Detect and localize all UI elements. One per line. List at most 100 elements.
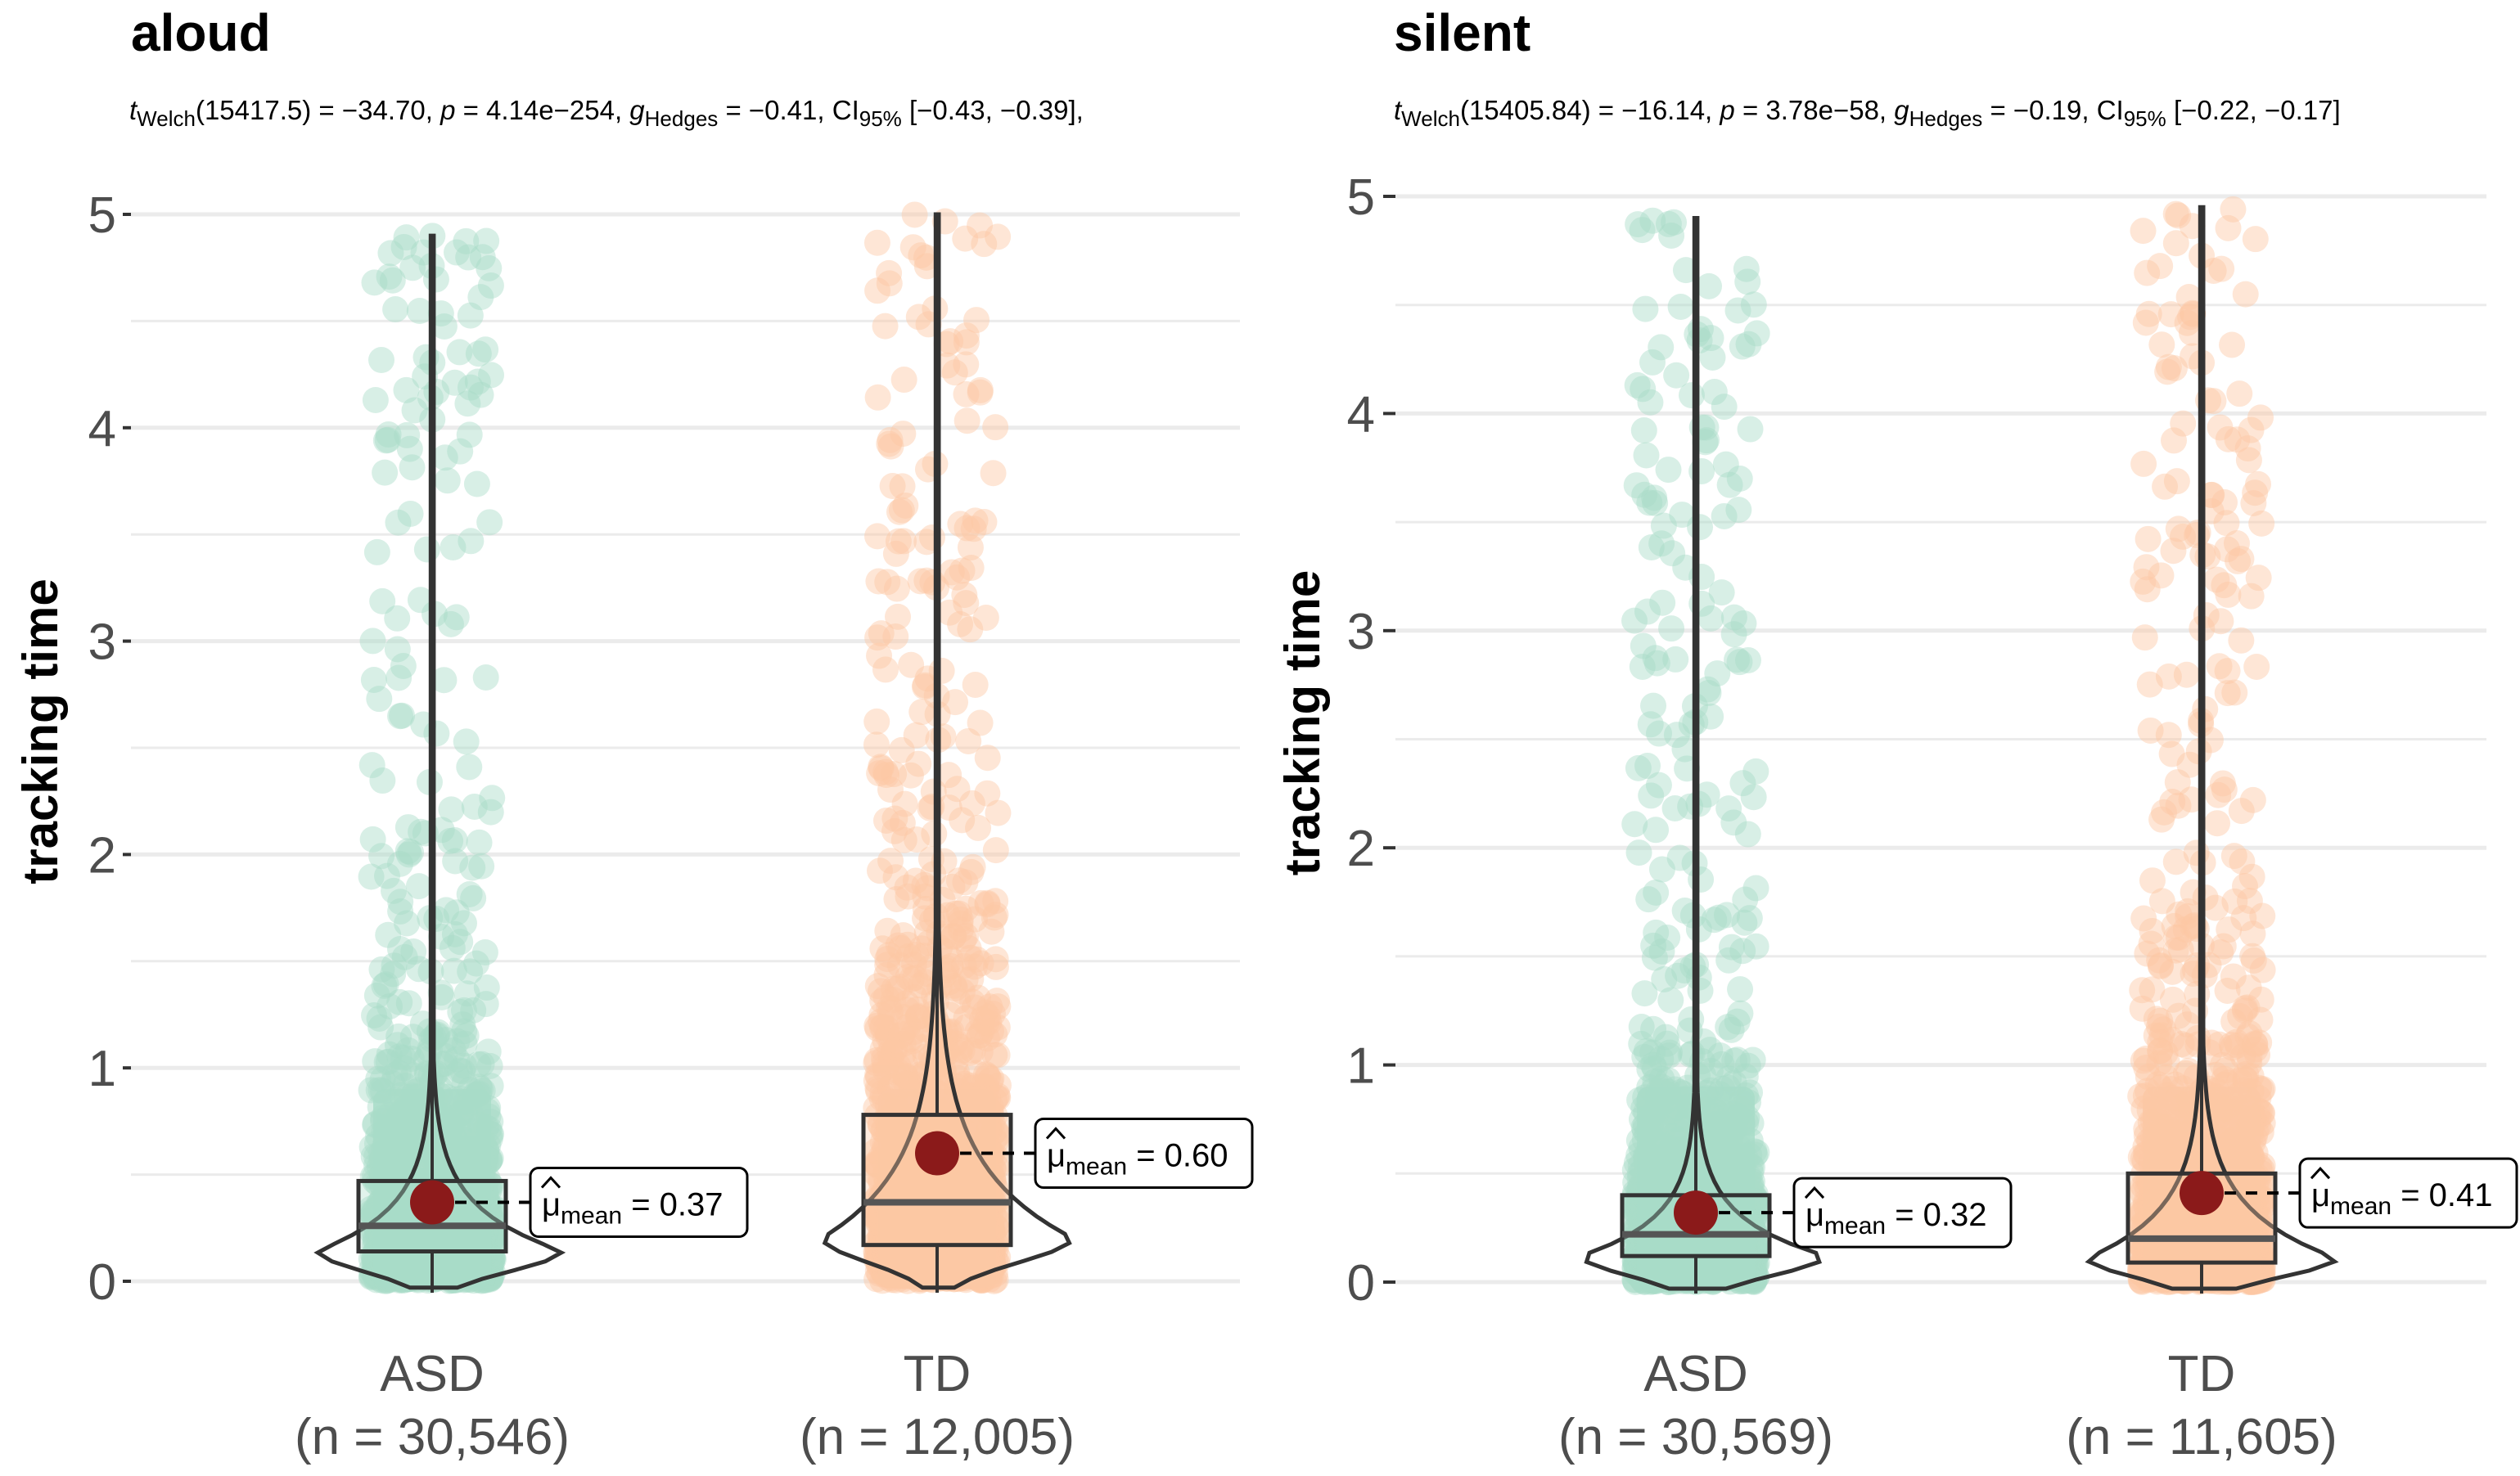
- space: [1712, 95, 1720, 125]
- data-point: [967, 889, 994, 916]
- data-point: [869, 988, 896, 1015]
- data-point: [407, 587, 434, 614]
- data-point: [385, 1060, 412, 1087]
- data-point: [974, 891, 1001, 918]
- data-point: [900, 951, 927, 978]
- data-point: [381, 1061, 408, 1088]
- y-tick-label: 2: [88, 827, 116, 884]
- data-point: [443, 899, 470, 926]
- mean-value: = 0.60: [1127, 1138, 1228, 1174]
- data-point: [450, 910, 477, 937]
- data-point: [400, 938, 427, 965]
- data-point: [872, 807, 899, 834]
- data-point: [912, 672, 939, 699]
- data-point: [1701, 379, 1728, 406]
- data-point: [1636, 489, 1663, 516]
- data-point: [390, 233, 417, 260]
- data-point: [455, 244, 482, 271]
- data-point: [982, 837, 1009, 864]
- data-point: [863, 1050, 890, 1077]
- data-point: [451, 1030, 478, 1057]
- ci-value: [−0.43, −0.39],: [909, 95, 1084, 125]
- data-point: [958, 858, 985, 885]
- data-point: [893, 990, 920, 1017]
- data-point: [366, 686, 393, 713]
- data-point: [959, 988, 986, 1015]
- data-point: [408, 818, 435, 845]
- x-tick-label: TD: [904, 1346, 971, 1402]
- data-point: [447, 998, 474, 1025]
- data-point: [941, 975, 968, 1002]
- data-point: [381, 952, 408, 979]
- mean-sub: mean: [1824, 1213, 1886, 1240]
- data-point: [464, 368, 491, 395]
- data-point: [966, 1022, 993, 1049]
- data-point: [401, 397, 428, 424]
- data-point: [1666, 844, 1693, 871]
- data-point: [384, 605, 411, 632]
- data-point: [459, 854, 486, 881]
- data-point: [967, 950, 994, 977]
- data-point: [456, 754, 483, 781]
- data-point: [886, 952, 913, 979]
- space: [1982, 95, 1990, 125]
- data-point: [872, 1015, 899, 1042]
- data-point: [437, 827, 464, 854]
- data-point: [967, 709, 994, 736]
- data-point: [1715, 1014, 1742, 1041]
- data-point: [444, 1046, 471, 1073]
- y-tick-label: 0: [88, 1254, 116, 1311]
- space: [718, 95, 725, 125]
- data-point: [953, 322, 980, 349]
- y-tick-label: 1: [1347, 1038, 1375, 1095]
- data-point: [881, 975, 908, 1002]
- data-point: [384, 636, 411, 663]
- data-point: [1732, 886, 1759, 913]
- data-point: [934, 902, 961, 929]
- data-point: [385, 1023, 412, 1050]
- data-point: [872, 1058, 899, 1085]
- data-point: [384, 1032, 411, 1059]
- paren-open: (: [1460, 95, 1469, 125]
- data-point: [399, 254, 426, 281]
- stat-value: = −34.70,: [318, 95, 432, 125]
- data-point: [372, 427, 399, 454]
- space: [2089, 95, 2097, 125]
- data-point: [366, 1005, 393, 1032]
- data-point: [441, 369, 468, 396]
- data-point: [396, 435, 423, 462]
- data-point: [367, 347, 394, 374]
- data-point: [440, 1037, 467, 1064]
- data-point: [1718, 934, 1745, 961]
- mean-label: μmean = 0.37: [542, 1187, 724, 1230]
- data-point: [394, 910, 421, 937]
- data-point: [947, 906, 974, 933]
- data-point: [902, 965, 929, 992]
- data-point: [882, 864, 909, 891]
- data-point: [876, 942, 903, 969]
- data-point: [451, 1018, 478, 1045]
- data-point: [880, 1059, 907, 1086]
- data-point: [874, 569, 901, 596]
- data-point: [398, 839, 425, 866]
- data-point: [868, 978, 895, 1005]
- mean-sub: mean: [561, 1203, 622, 1230]
- data-point: [413, 536, 440, 563]
- data-point: [1663, 362, 1690, 389]
- data-point: [902, 867, 929, 894]
- data-point: [982, 414, 1009, 441]
- data-point: [901, 983, 928, 1010]
- data-point: [465, 340, 492, 367]
- data-point: [911, 673, 938, 700]
- data-point: [912, 905, 939, 932]
- data-point: [477, 272, 504, 299]
- data-point: [1711, 502, 1738, 529]
- x-tick-n-label: (n = 12,005): [800, 1409, 1075, 1465]
- data-point: [423, 720, 450, 747]
- effect-name: g: [1894, 95, 1909, 125]
- data-point: [985, 799, 1012, 826]
- stat-df: 15417.5: [205, 95, 302, 125]
